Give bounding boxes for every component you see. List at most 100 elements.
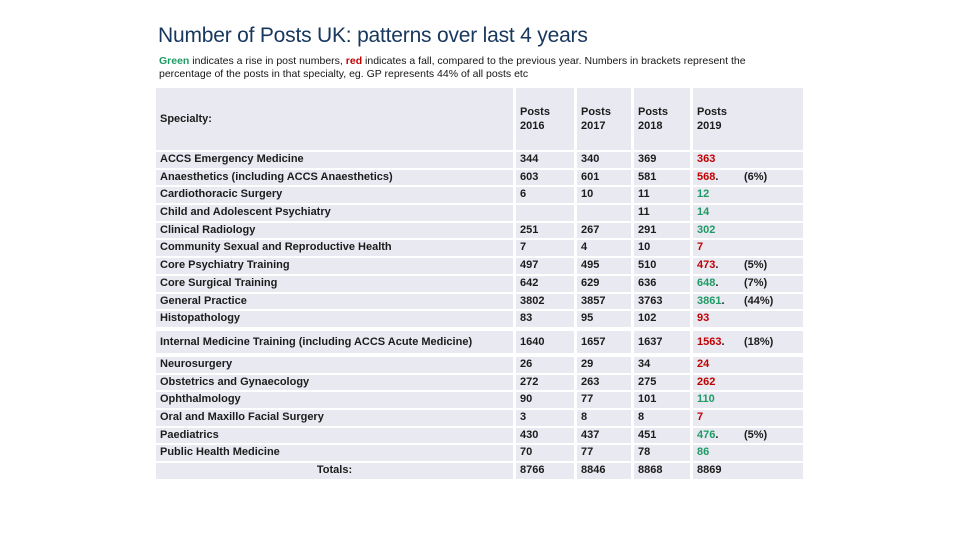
posts-2019-cell: 14 (693, 205, 803, 221)
posts-2019-value: 14 (697, 206, 710, 219)
posts-2019-cell: 110 (693, 392, 803, 408)
posts-2019-value: 86 (697, 446, 710, 459)
posts-2016-cell: 3 (516, 409, 574, 426)
specialty-cell: Community Sexual and Reproductive Health (156, 240, 513, 257)
posts-2018-cell: 8 (634, 409, 690, 426)
posts-2018-cell: 636 (634, 275, 690, 292)
posts-2019-value: 1563 (697, 335, 722, 348)
specialty-cell: Child and Adolescent Psychiatry (156, 205, 513, 221)
posts-2018-cell: 11 (634, 205, 690, 221)
posts-2017-cell: 77 (577, 445, 631, 461)
posts-2017-cell: 495 (577, 258, 631, 274)
table-row: Ophthalmology 90 77 101 110 (156, 392, 803, 408)
posts-2019-value: 7 (697, 241, 704, 254)
posts-2019-value: 363 (697, 153, 716, 165)
table-row: Child and Adolescent Psychiatry 11 14 (156, 205, 803, 221)
posts-2017-cell: 4 (577, 240, 631, 257)
specialty-cell: Ophthalmology (156, 392, 513, 408)
posts-2019-cell: 476. (5%) (693, 427, 803, 444)
header-specialty: Specialty: (156, 88, 513, 150)
table-row: Paediatrics 430 437 451 476. (5%) (156, 427, 803, 444)
table-row: Anaesthetics (including ACCS Anaesthetic… (156, 169, 803, 186)
posts-2019-value: 93 (697, 312, 710, 325)
specialty-cell: Anaesthetics (including ACCS Anaesthetic… (156, 169, 513, 186)
table-row-totals: Totals: 8766 8846 8868 8869 (156, 463, 803, 479)
posts-2019-cell: 1563. (18%) (693, 330, 803, 353)
posts-2018-cell: 8868 (634, 463, 690, 479)
posts-2016-cell: 344 (516, 152, 574, 168)
table-row: Core Psychiatry Training 497 495 510 473. (5%… (156, 258, 803, 274)
posts-2018-cell: 291 (634, 222, 690, 239)
posts-2019-percent: (7%) (744, 276, 768, 289)
specialty-cell: Core Psychiatry Training (156, 258, 513, 274)
posts-2018-cell: 3763 (634, 293, 690, 310)
posts-2019-cell: 302 (693, 222, 803, 239)
posts-2019-cell: 7 (693, 240, 803, 257)
posts-2018-cell: 275 (634, 374, 690, 391)
posts-2016-cell: 497 (516, 258, 574, 274)
posts-2019-cell: 363 (693, 152, 803, 168)
posts-2019-value: 7 (697, 410, 704, 423)
posts-2019-percent: (44%) (744, 294, 774, 307)
posts-2018-cell: 451 (634, 427, 690, 444)
posts-2018-cell: 78 (634, 445, 690, 461)
posts-2017-cell: 95 (577, 311, 631, 327)
specialty-cell: Clinical Radiology (156, 222, 513, 239)
posts-2017-cell: 437 (577, 427, 631, 444)
specialty-cell: Cardiothoracic Surgery (156, 187, 513, 204)
posts-2017-cell: 10 (577, 187, 631, 204)
page-title: Number of Posts UK: patterns over last 4… (158, 24, 588, 47)
posts-2017-cell: 8 (577, 409, 631, 426)
posts-2019-value: 24 (697, 357, 710, 370)
posts-2019-value: 3861 (697, 294, 722, 307)
posts-2017-cell: 1657 (577, 330, 631, 353)
posts-2019-percent: (5%) (744, 428, 768, 441)
posts-2018-cell: 102 (634, 311, 690, 327)
posts-2018-cell: 34 (634, 356, 690, 373)
posts-table: Specialty: Posts 2016 Posts 2017 Posts 2… (156, 88, 803, 481)
posts-2019-cell: 568. (6%) (693, 169, 803, 186)
posts-2018-cell: 101 (634, 392, 690, 408)
specialty-cell: Public Health Medicine (156, 445, 513, 461)
table-row: Public Health Medicine 70 77 78 86 (156, 445, 803, 461)
header-posts-2019: Posts 2019 (693, 88, 803, 150)
posts-2016-cell: 1640 (516, 330, 574, 353)
header-posts-2016: Posts 2016 (516, 88, 574, 150)
table-row: Oral and Maxillo Facial Surgery 3 8 8 7 (156, 409, 803, 426)
posts-2019-cell: 7 (693, 409, 803, 426)
specialty-cell: General Practice (156, 293, 513, 310)
table-row: Obstetrics and Gynaecology 272 263 275 262 (156, 374, 803, 391)
subtitle-red-word: red (345, 55, 363, 67)
header-posts-2018: Posts 2018 (634, 88, 690, 150)
posts-2019-cell: 262 (693, 374, 803, 391)
posts-2019-cell: 473. (5%) (693, 258, 803, 274)
table-row: ACCS Emergency Medicine 344 340 369 363 (156, 152, 803, 168)
posts-2019-cell: 93 (693, 311, 803, 327)
slide-subtitle: Green indicates a rise in post numbers, … (159, 55, 777, 81)
specialty-cell: Core Surgical Training (156, 275, 513, 292)
posts-2016-cell: 603 (516, 169, 574, 186)
posts-2019-percent: (6%) (744, 170, 768, 183)
table-row: Internal Medicine Training (including AC… (156, 330, 803, 353)
posts-2019-value: 12 (697, 188, 710, 201)
posts-2016-cell: 251 (516, 222, 574, 239)
posts-2018-cell: 510 (634, 258, 690, 274)
posts-2017-cell: 601 (577, 169, 631, 186)
posts-2016-cell: 90 (516, 392, 574, 408)
specialty-cell: ACCS Emergency Medicine (156, 152, 513, 168)
table-row: General Practice 3802 3857 3763 3861. (44%) (156, 293, 803, 310)
value-period: . (715, 259, 719, 272)
value-period: . (715, 170, 719, 183)
subtitle-green-word: Green (159, 55, 190, 67)
posts-2017-cell: 77 (577, 392, 631, 408)
posts-2019-value: 262 (697, 375, 716, 388)
posts-2019-value: 476 (697, 428, 716, 441)
posts-2019-cell: 24 (693, 356, 803, 373)
posts-2018-cell: 581 (634, 169, 690, 186)
posts-2017-cell: 267 (577, 222, 631, 239)
subtitle-text-2: indicates a fall, compared to the previo… (159, 55, 746, 80)
table-group-2: Internal Medicine Training (including AC… (156, 330, 803, 353)
posts-2017-cell: 29 (577, 356, 631, 373)
posts-2016-cell: 430 (516, 427, 574, 444)
posts-2019-value: 473 (697, 259, 716, 272)
